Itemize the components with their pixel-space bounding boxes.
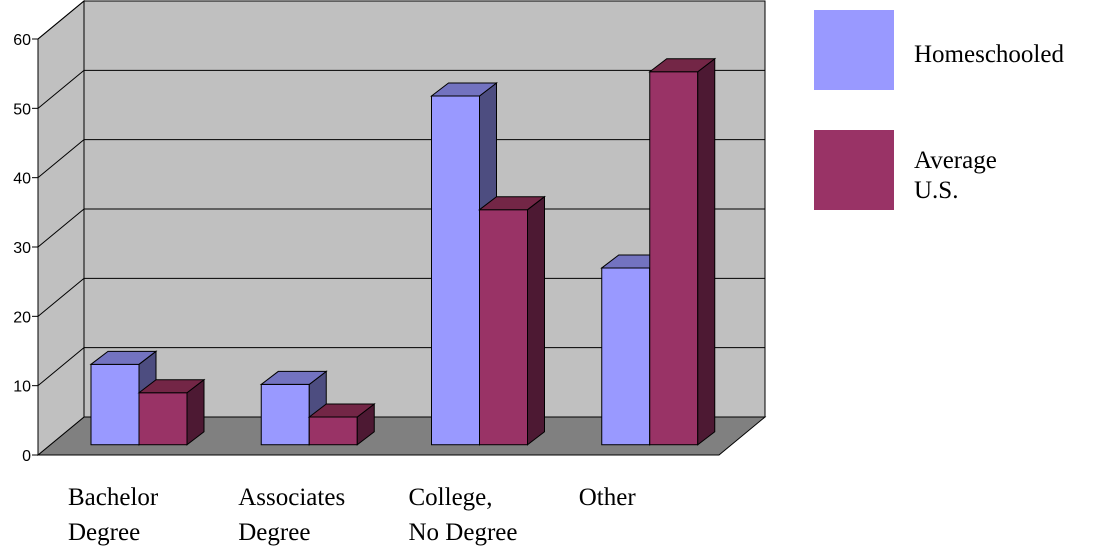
legend-label: U.S. (914, 177, 958, 204)
bar-top (648, 58, 717, 73)
x-tick-label: Degree (68, 519, 140, 546)
y-tick-label: 0 (22, 448, 31, 465)
y-tick-label: 40 (13, 171, 31, 188)
x-tick-label: College, (409, 484, 493, 511)
x-tick-label: Other (579, 484, 637, 511)
x-tick-label: Bachelor (68, 484, 159, 511)
x-tick-label: Associates (238, 484, 345, 511)
legend-swatch (814, 10, 894, 90)
bar-front (308, 416, 358, 446)
bar-average-us (478, 195, 546, 446)
bar-front (649, 71, 699, 446)
bar-top (430, 82, 498, 97)
bar-top (307, 403, 376, 418)
x-tick-label: Degree (238, 519, 310, 546)
gridline (37, 139, 765, 179)
bar-front (479, 209, 528, 446)
bar-average-us (137, 378, 206, 446)
gridline (37, 0, 765, 40)
bar-side (527, 195, 545, 446)
bar-top (89, 350, 158, 365)
legend-swatch (814, 130, 894, 210)
y-tick-label: 60 (13, 32, 31, 49)
bar-front (260, 383, 310, 446)
bar-average-us (648, 57, 717, 446)
legend-label: Homeschooled (914, 41, 1064, 68)
bar-top (478, 196, 546, 211)
bar-front (431, 95, 480, 446)
legend-label: Average (914, 147, 997, 174)
y-tick-label: 10 (13, 379, 31, 396)
bar-front (138, 392, 188, 446)
bar-side (697, 57, 716, 446)
bar-front (90, 363, 140, 446)
y-tick-label: 50 (13, 101, 31, 118)
bar-front (601, 267, 651, 446)
y-tick-label: 30 (13, 240, 31, 257)
bar-top (259, 370, 328, 385)
bar-top (137, 379, 206, 394)
x-tick-label: No Degree (409, 519, 518, 546)
gridline (37, 69, 765, 109)
bar-average-us (307, 402, 376, 446)
y-tick-label: 20 (13, 309, 31, 326)
